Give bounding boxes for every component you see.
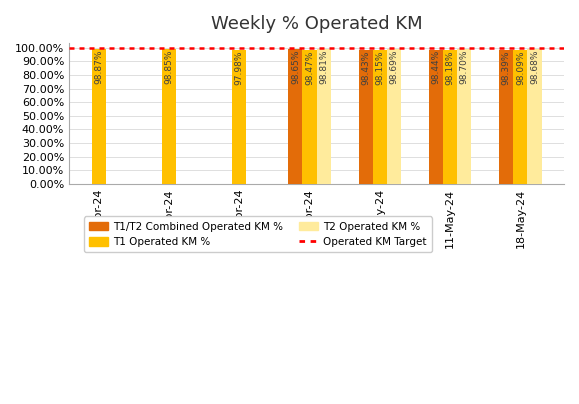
Bar bbox=[288, 50, 302, 184]
Text: 97.98%: 97.98% bbox=[234, 51, 244, 85]
Bar bbox=[232, 50, 246, 184]
Legend: T1/T2 Combined Operated KM %, T1 Operated KM %, T2 Operated KM %, Operated KM Ta: T1/T2 Combined Operated KM %, T1 Operate… bbox=[84, 217, 432, 252]
Text: 98.68%: 98.68% bbox=[530, 50, 539, 84]
Bar bbox=[527, 49, 541, 184]
Bar bbox=[317, 49, 331, 184]
Bar bbox=[499, 50, 514, 184]
Text: 98.18%: 98.18% bbox=[446, 50, 455, 85]
Text: 98.44%: 98.44% bbox=[431, 50, 441, 84]
Text: 98.87%: 98.87% bbox=[94, 50, 103, 84]
Bar bbox=[302, 50, 317, 184]
Bar bbox=[359, 50, 373, 184]
Text: 98.85%: 98.85% bbox=[164, 50, 174, 84]
Text: 98.81%: 98.81% bbox=[319, 50, 328, 84]
Text: 98.47%: 98.47% bbox=[305, 50, 314, 84]
Bar bbox=[162, 49, 176, 184]
Bar bbox=[514, 50, 527, 184]
Title: Weekly % Operated KM: Weekly % Operated KM bbox=[211, 15, 422, 33]
Bar bbox=[91, 49, 105, 184]
Text: 98.15%: 98.15% bbox=[375, 50, 384, 85]
Text: 98.69%: 98.69% bbox=[390, 50, 398, 84]
Text: 98.65%: 98.65% bbox=[291, 50, 300, 84]
Bar bbox=[429, 50, 443, 184]
Bar bbox=[373, 50, 387, 184]
Text: 98.43%: 98.43% bbox=[361, 50, 370, 84]
Bar bbox=[457, 49, 471, 184]
Bar bbox=[443, 50, 457, 184]
Bar bbox=[387, 49, 401, 184]
Text: 98.39%: 98.39% bbox=[502, 50, 511, 85]
Text: 98.09%: 98.09% bbox=[516, 50, 525, 85]
Text: 98.70%: 98.70% bbox=[460, 50, 468, 84]
